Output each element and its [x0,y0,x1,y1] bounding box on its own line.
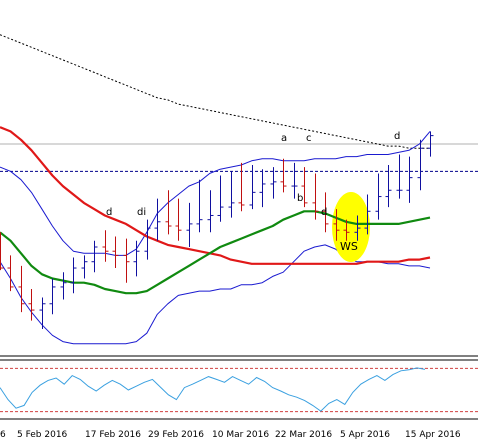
main-panel [0,34,478,345]
annotation-label: b [297,193,303,204]
annotation-label: d [321,207,327,218]
x-tick-label: 5 Feb 2016 [17,430,68,440]
ohlc-bar [270,167,277,199]
x-tick-label: 29 Feb 2016 [148,430,204,440]
ohlc-bar [133,240,140,277]
annotations: d di a c d b d WS [106,131,400,253]
x-tick-label: 17 Feb 2016 [85,430,141,440]
x-axis: 6 5 Feb 2016 17 Feb 2016 29 Feb 2016 10 … [0,430,461,440]
ohlc-bar [406,156,413,203]
bollinger-lower-line [0,244,431,345]
x-tick-label: 15 Apr 2016 [405,430,461,440]
annotation-label: d [394,131,400,142]
ohlc-bar [259,169,266,208]
ohlc-bar [102,230,109,262]
ohlc-bar [28,289,35,321]
ohlc-bar [364,194,371,235]
ohlc-bar [249,165,256,210]
ohlc-bar [18,265,25,313]
x-tick-label: 22 Mar 2016 [275,430,332,440]
ohlc-bar [0,232,4,271]
ohlc-bar [7,255,14,292]
ohlc-bar [217,175,224,222]
ohlc-bar [354,215,361,241]
ohlc-bar [207,190,214,233]
ohlc-bar [60,272,67,300]
ohlc-bar [144,219,151,260]
annotation-label: WS [340,240,358,253]
ohlc-bar [228,171,235,218]
ohlc-bar [417,139,424,191]
ohlc-bar [396,154,403,199]
long-ma-line [0,34,430,149]
ohlc-bar [280,158,287,193]
oscillator-panel [0,367,478,413]
ohlc-bar [49,278,56,315]
ohlc-bar [112,236,119,269]
red-ma-line [0,126,431,265]
ohlc-bar [291,162,298,199]
x-tick-label: 5 Apr 2016 [340,430,390,440]
bollinger-upper-line [0,131,431,256]
annotation-label: d [106,207,112,218]
ohlc-bar [91,240,98,273]
annotation-label: di [137,207,146,218]
ohlc-bar [333,209,340,241]
ohlc-bar [196,179,203,233]
ohlc-bar [154,198,161,241]
ohlc-bar [343,219,350,241]
ohlc-bar [165,190,172,235]
ohlc-bar [175,198,182,241]
ohlc-bar [39,297,46,329]
ohlc-bar [238,162,245,212]
ohlc-bar [186,202,193,248]
oscillator-line [0,367,426,412]
x-tick-label: 6 [0,430,6,440]
ohlc-bar [375,173,382,220]
x-tick-label: 10 Mar 2016 [212,430,269,440]
ohlc-bar [81,255,88,279]
annotation-label: c [306,133,312,144]
ohlc-bar [70,257,77,294]
ohlc-bar [385,165,392,208]
ohlc-bar [301,167,308,208]
ohlc-bar [123,238,130,283]
ohlc-bar [312,173,319,220]
ohlc-bar [322,192,329,233]
ohlc-bar [427,131,434,157]
annotation-label: a [281,133,287,144]
ws-highlight [332,192,370,262]
